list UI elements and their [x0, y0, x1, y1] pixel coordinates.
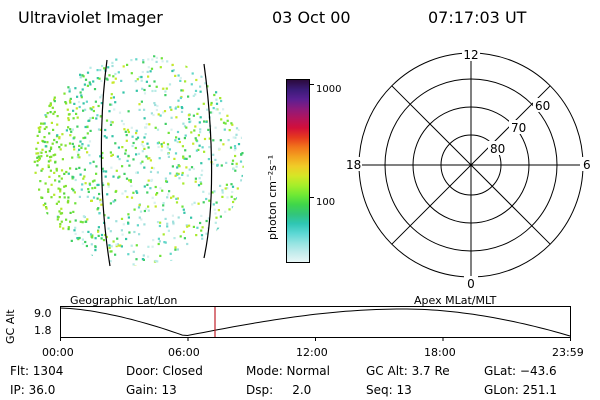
dsp-value: Dsp: 2.0 [246, 383, 312, 397]
auroral-image [33, 55, 244, 267]
apex-label: Apex MLat/MLT [414, 294, 497, 307]
x-tick-1800: 18:00 [424, 346, 456, 359]
date-label: 03 Oct 00 [272, 8, 351, 27]
colorbar [286, 79, 310, 263]
lat-label-80: 80 [490, 142, 505, 156]
colorbar-tick-100: 100 [316, 197, 336, 208]
geo-latitude: GLat: −43.6 [484, 364, 557, 378]
y-tick-high: 9.0 [34, 307, 52, 320]
timeline-tick-marks [60, 337, 571, 341]
time-label: 07:17:03 UT [428, 8, 527, 27]
mode-status: Mode: Normal [246, 364, 330, 378]
auroral-emission-pixels [33, 55, 244, 266]
y-tick-low: 1.8 [34, 324, 52, 337]
polar-diagonal-2 [391, 85, 551, 245]
lat-label-60: 60 [535, 99, 550, 113]
sequence-value: Seq: 13 [366, 383, 412, 397]
mlt-label-0: 0 [467, 277, 475, 291]
instrument-title: Ultraviolet Imager [18, 8, 163, 27]
colorbar-tick-1000: 1000 [316, 84, 342, 95]
colorbar-units: photon cm⁻²s⁻¹ [266, 154, 279, 240]
lat-label-70: 70 [511, 121, 526, 135]
mlt-label-18: 18 [346, 158, 361, 172]
geographic-label: Geographic Lat/Lon [70, 294, 178, 307]
gc-alt-axis-title: GC Alt [4, 309, 17, 344]
x-tick-0600: 06:00 [168, 346, 200, 359]
geo-longitude: GLon: 251.1 [484, 383, 557, 397]
timeline-frame [60, 306, 571, 338]
altitude-curve [60, 307, 571, 337]
mlt-label-6: 6 [583, 158, 591, 172]
meridian-line-west [100, 59, 111, 267]
door-status: Door: Closed [126, 364, 203, 378]
ip-value: IP: 36.0 [10, 383, 56, 397]
x-tick-2359: 23:59 [552, 346, 584, 359]
mlt-label-12: 12 [463, 48, 478, 62]
altitude-timeline [60, 306, 571, 341]
colorbar-tick-mark-100 [309, 197, 314, 198]
polar-grid: 12 0 18 6 60 70 80 [344, 47, 594, 291]
flight-number: Flt: 1304 [10, 364, 64, 378]
gc-altitude: GC Alt: 3.7 Re [366, 364, 450, 378]
gain-value: Gain: 13 [126, 383, 177, 397]
x-tick-0000: 00:00 [42, 346, 74, 359]
meridian-line-east [203, 63, 213, 259]
x-tick-1200: 12:00 [296, 346, 328, 359]
colorbar-tick-mark-1000 [309, 84, 314, 85]
